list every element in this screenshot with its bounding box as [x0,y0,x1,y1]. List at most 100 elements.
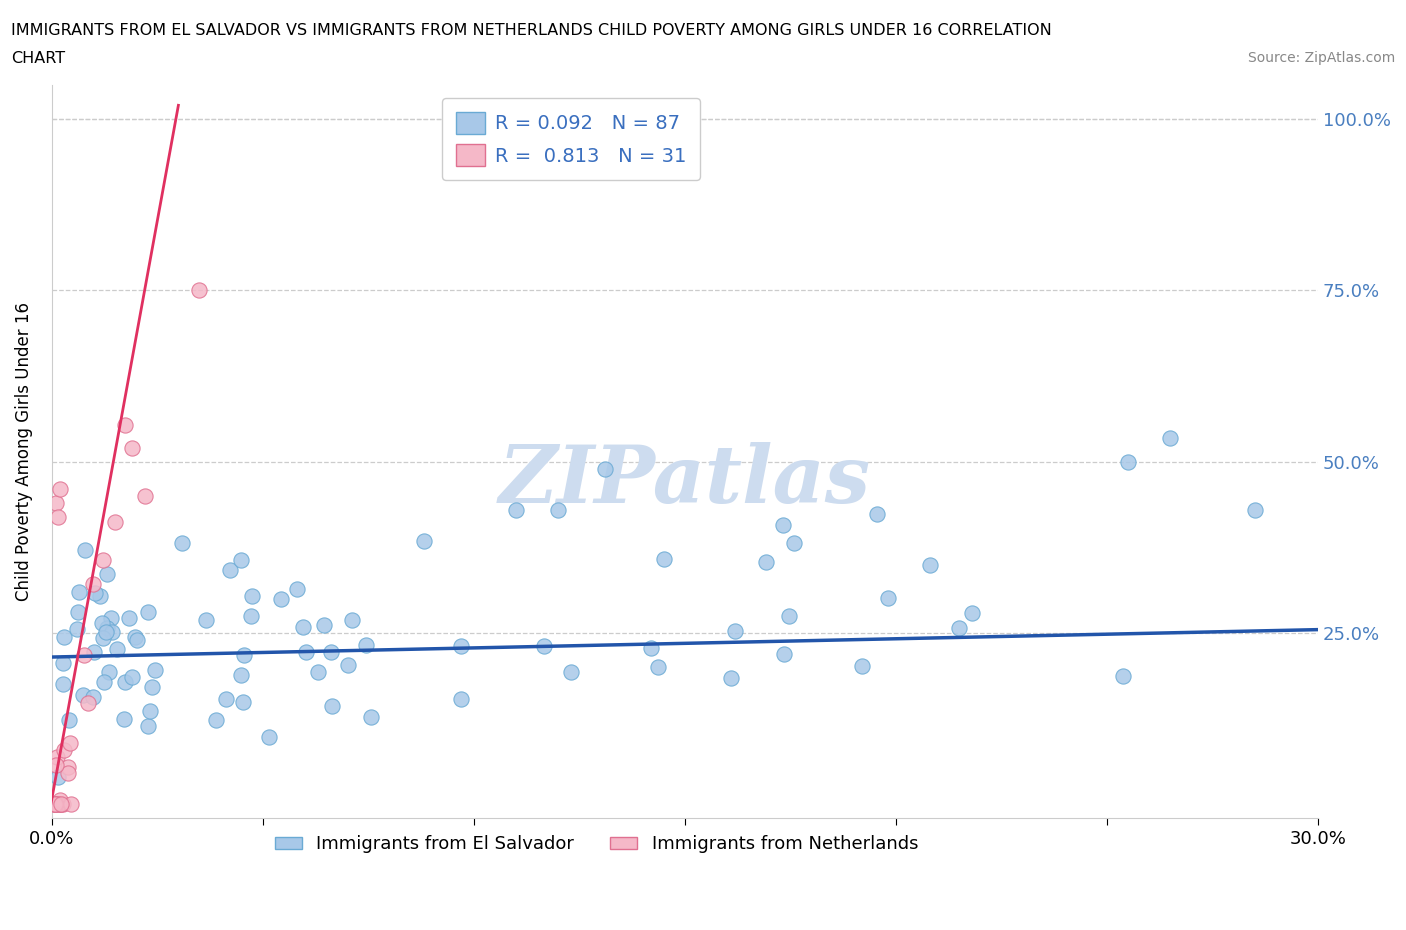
Point [91,552,114,567]
Point [45,758,67,773]
Point [291,620,314,635]
Point [52,797,75,812]
Point [114,674,136,689]
Point [195,613,218,628]
Point [46,797,69,812]
Point [319,644,342,659]
Text: IMMIGRANTS FROM EL SALVADOR VS IMMIGRANTS FROM NETHERLANDS CHILD POVERTY AMONG G: IMMIGRANTS FROM EL SALVADOR VS IMMIGRANT… [11,23,1052,38]
Point [96,621,118,636]
Point [112,711,135,726]
Point [75,542,97,557]
Point [89,589,111,604]
Point [294,644,316,659]
Point [720,671,742,686]
Point [920,557,942,572]
Point [413,534,436,549]
Point [60,797,83,812]
Point [866,507,889,522]
Point [93,674,115,689]
Point [67,584,90,599]
Point [121,670,143,684]
Point [49,797,72,812]
Point [136,719,159,734]
Point [46,509,69,524]
Point [59,735,82,750]
Point [49,482,72,497]
Point [948,620,970,635]
Point [772,518,794,533]
Point [49,797,72,812]
Point [44,797,66,812]
Point [1112,669,1135,684]
Point [83,644,105,659]
Point [188,283,211,298]
Point [48,769,70,784]
Point [73,647,96,662]
Point [724,623,747,638]
Point [49,797,72,812]
Point [66,604,89,619]
Point [42,797,65,812]
Point [1116,454,1139,469]
Point [77,696,100,711]
Point [96,567,118,582]
Point [257,729,280,744]
Point [104,514,127,529]
Point [45,797,67,812]
Text: CHART: CHART [11,51,65,66]
Point [219,563,242,578]
Point [778,608,800,623]
Point [52,742,75,757]
Point [90,615,112,630]
Point [58,713,80,728]
Point [44,797,66,812]
Y-axis label: Child Poverty Among Girls Under 16: Child Poverty Among Girls Under 16 [15,302,32,601]
Text: Source: ZipAtlas.com: Source: ZipAtlas.com [1247,51,1395,65]
Point [360,710,382,724]
Point [285,581,308,596]
Point [593,462,616,477]
Point [72,688,94,703]
Point [232,695,254,710]
Point [94,625,117,640]
Point [654,552,676,567]
Point [547,502,569,517]
Point [134,488,156,503]
Point [48,797,70,812]
Point [783,536,806,551]
Point [233,647,256,662]
Point [48,792,70,807]
Point [755,554,778,569]
Point [307,664,329,679]
Point [1159,431,1181,445]
Point [100,625,122,640]
Point [121,441,143,456]
Point [270,592,292,607]
Point [100,611,122,626]
Point [143,663,166,678]
Point [118,611,141,626]
Point [52,656,75,671]
Point [229,668,252,683]
Point [93,631,115,645]
Point [127,632,149,647]
Point [82,689,104,704]
Point [56,760,79,775]
Legend: Immigrants from El Salvador, Immigrants from Netherlands: Immigrants from El Salvador, Immigrants … [267,828,925,860]
Point [960,605,983,620]
Point [340,612,363,627]
Point [231,552,253,567]
Point [83,586,105,601]
Point [56,765,79,780]
Point [52,630,75,644]
Point [337,658,360,672]
Point [82,577,104,591]
Point [214,691,236,706]
Point [1243,502,1265,517]
Point [136,604,159,619]
Point [450,638,472,653]
Point [772,646,794,661]
Point [46,750,69,764]
Point [45,496,67,511]
Point [52,677,75,692]
